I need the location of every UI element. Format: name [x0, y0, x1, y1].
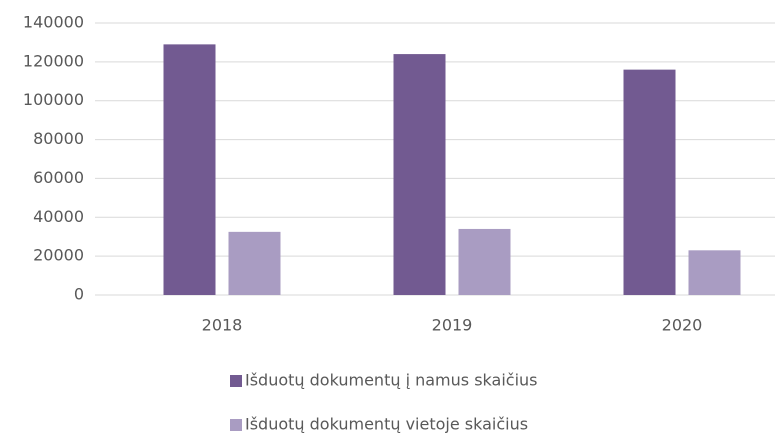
x-tick-label: 2018 [202, 316, 243, 335]
y-tick-label: 80000 [33, 129, 84, 148]
bar [228, 231, 281, 295]
bar [393, 54, 446, 296]
y-tick-label: 100000 [23, 90, 84, 109]
x-tick-label: 2019 [432, 316, 473, 335]
bar [688, 250, 741, 295]
y-tick-label: 40000 [33, 207, 84, 226]
bar [163, 44, 216, 295]
y-tick-label: 0 [74, 285, 84, 304]
bar [623, 69, 676, 295]
legend-swatch [230, 419, 242, 431]
y-tick-label: 20000 [33, 246, 84, 265]
legend-label: Išduotų dokumentų vietoje skaičius [245, 415, 528, 434]
bar [458, 228, 511, 295]
x-tick-label: 2020 [662, 316, 703, 335]
legend-swatch [230, 375, 242, 387]
y-tick-label: 60000 [33, 168, 84, 187]
legend-label: Išduotų dokumentų į namus skaičius [245, 371, 537, 390]
y-tick-label: 120000 [23, 51, 84, 70]
y-tick-label: 140000 [23, 13, 84, 32]
